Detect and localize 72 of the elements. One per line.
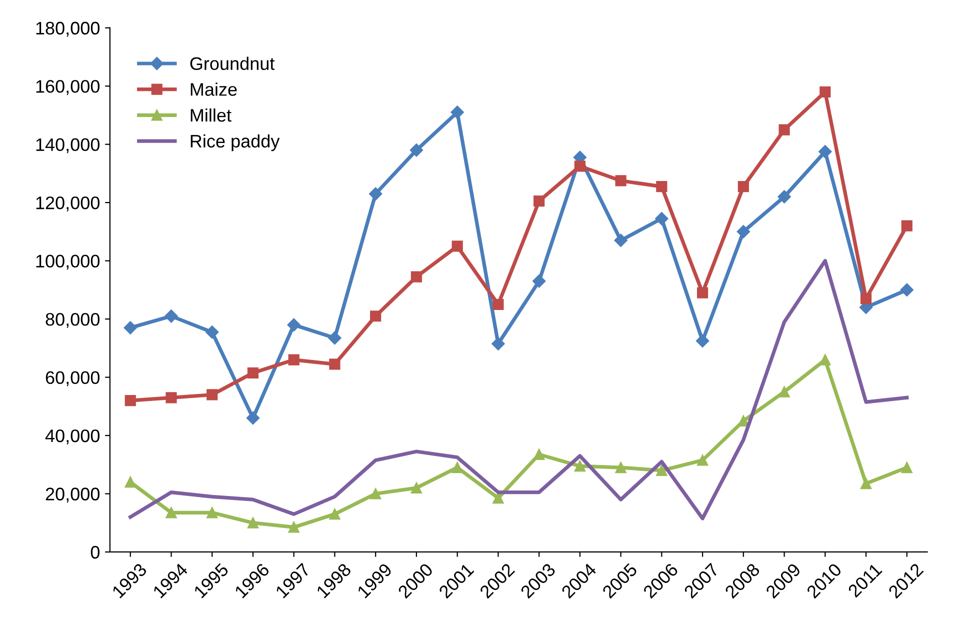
point <box>901 220 912 232</box>
point <box>450 106 464 119</box>
y-tick-label: 160,000 <box>36 80 100 95</box>
point <box>328 331 342 345</box>
point <box>655 212 668 226</box>
point <box>247 367 259 378</box>
legend-label: Rice paddy <box>190 134 280 152</box>
point <box>246 411 260 425</box>
point <box>860 478 872 490</box>
y-tick-label: 40,000 <box>45 429 100 444</box>
point <box>206 507 218 518</box>
point <box>452 240 463 252</box>
point <box>532 274 546 288</box>
y-tick-label: 120,000 <box>36 196 100 212</box>
point <box>900 283 914 296</box>
point <box>164 310 178 323</box>
y-tick-label: 60,000 <box>46 371 100 386</box>
point <box>206 389 218 400</box>
point <box>534 196 545 207</box>
legend-label: Maize <box>190 82 237 96</box>
point <box>574 460 586 472</box>
point <box>369 187 382 200</box>
point <box>615 462 626 474</box>
point <box>492 492 504 504</box>
point <box>778 386 790 398</box>
y-tick-label: 100,000 <box>36 254 100 270</box>
point <box>410 144 424 157</box>
point <box>452 462 463 474</box>
point <box>287 318 300 332</box>
point <box>696 287 708 298</box>
point <box>206 326 219 339</box>
point <box>410 271 422 282</box>
legend-label: Millet <box>190 108 232 122</box>
point <box>288 354 300 366</box>
point <box>696 334 710 348</box>
point <box>656 464 668 476</box>
point <box>370 310 382 322</box>
point <box>818 145 832 158</box>
point <box>656 180 668 192</box>
point <box>329 358 340 370</box>
point <box>534 448 545 460</box>
point <box>370 488 382 500</box>
point <box>820 354 831 366</box>
point <box>574 160 586 172</box>
point <box>166 507 177 518</box>
point <box>124 476 136 488</box>
point <box>166 392 177 404</box>
y-tick-label: 180,000 <box>36 22 100 37</box>
point <box>247 517 259 528</box>
point <box>492 337 505 350</box>
point <box>615 175 626 186</box>
y-tick-label: 140,000 <box>36 138 100 154</box>
point <box>696 454 708 466</box>
point <box>778 190 791 204</box>
line-series <box>128 258 909 520</box>
point <box>124 395 136 406</box>
y-tick-label: 80,000 <box>46 312 100 328</box>
point <box>492 298 504 310</box>
point <box>614 234 628 247</box>
point <box>288 522 300 533</box>
y-tick-label: 20,000 <box>46 488 100 503</box>
y-tick-label: 0 <box>90 546 100 559</box>
point <box>778 124 790 136</box>
point <box>410 482 422 494</box>
point <box>124 321 137 334</box>
point <box>901 462 912 474</box>
point <box>738 180 749 192</box>
point <box>736 225 750 238</box>
point <box>820 86 831 98</box>
legend-label: Groundnut <box>190 56 275 70</box>
point <box>329 508 340 520</box>
point <box>860 293 872 304</box>
